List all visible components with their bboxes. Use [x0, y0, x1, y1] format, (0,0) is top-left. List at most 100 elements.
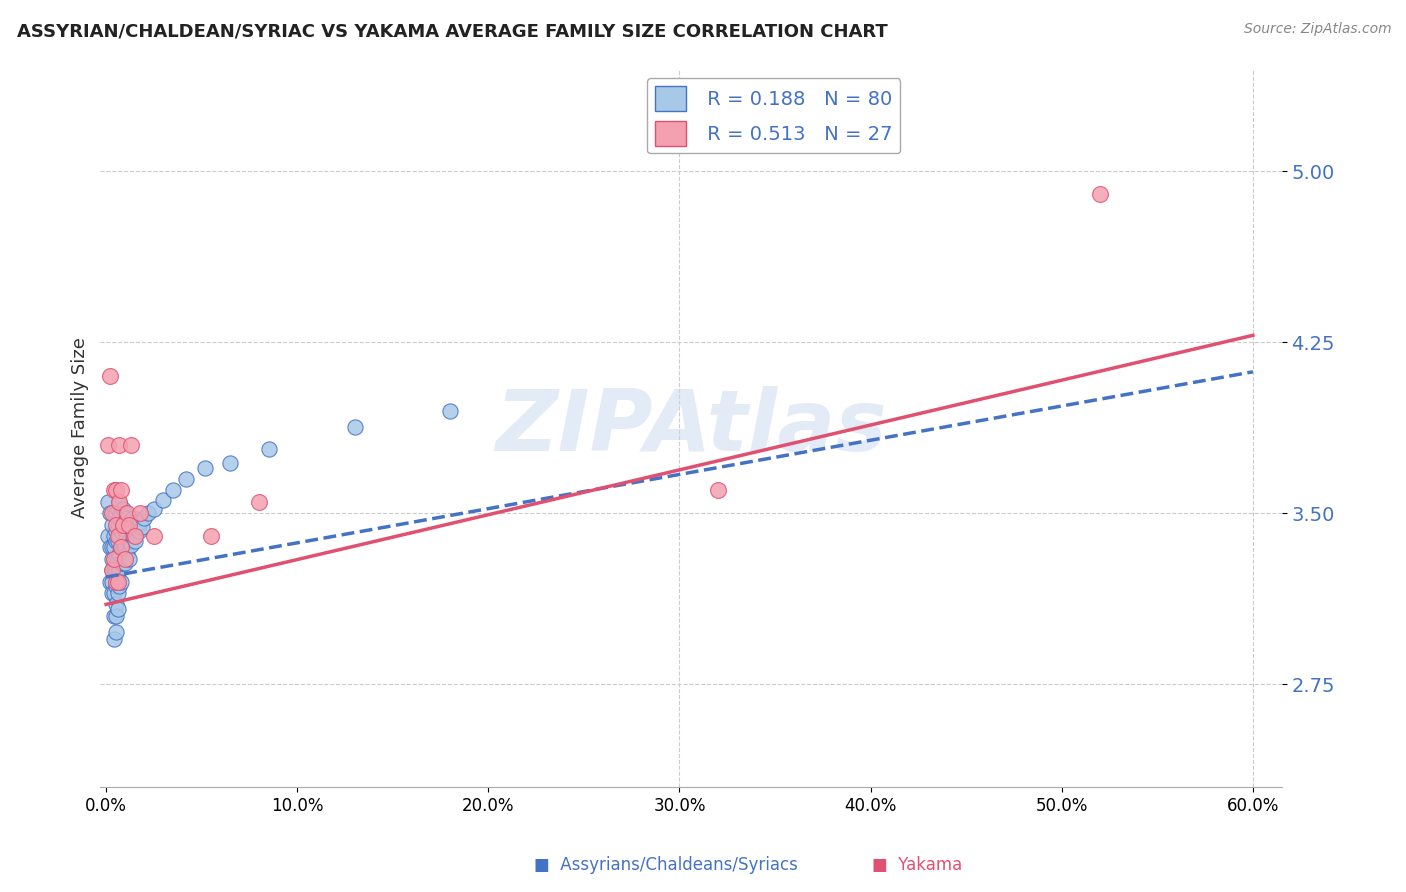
Point	[103, 483, 125, 498]
Point	[101, 563, 124, 577]
Point	[107, 501, 129, 516]
Point	[101, 563, 124, 577]
Point	[142, 529, 165, 543]
Text: ASSYRIAN/CHALDEAN/SYRIAC VS YAKAMA AVERAGE FAMILY SIZE CORRELATION CHART: ASSYRIAN/CHALDEAN/SYRIAC VS YAKAMA AVERA…	[17, 22, 887, 40]
Point	[101, 506, 124, 520]
Point	[110, 524, 132, 539]
Legend:  R = 0.188   N = 80,  R = 0.513   N = 27: R = 0.188 N = 80, R = 0.513 N = 27	[647, 78, 900, 153]
Point	[114, 551, 136, 566]
Point	[110, 483, 132, 498]
Point	[110, 541, 132, 555]
Point	[103, 551, 125, 566]
Point	[124, 529, 146, 543]
Point	[108, 529, 131, 543]
Point	[101, 586, 124, 600]
Point	[118, 551, 141, 566]
Point	[101, 517, 124, 532]
Point	[1088, 186, 1111, 201]
Point	[247, 495, 270, 509]
Point	[112, 501, 135, 516]
Point	[108, 438, 131, 452]
Point	[121, 510, 143, 524]
Point	[128, 524, 150, 539]
Point	[114, 541, 136, 555]
Point	[114, 506, 136, 520]
Point	[107, 570, 129, 584]
Point	[131, 520, 153, 534]
Point	[108, 495, 131, 509]
Point	[118, 517, 141, 532]
Point	[108, 579, 131, 593]
Point	[110, 557, 132, 571]
Point	[219, 456, 242, 470]
Point	[107, 586, 129, 600]
Point	[104, 551, 127, 566]
Point	[110, 541, 132, 555]
Point	[98, 369, 121, 384]
Point	[108, 547, 131, 561]
Point	[118, 516, 141, 530]
Point	[101, 541, 124, 555]
Point	[121, 529, 143, 543]
Point	[104, 524, 127, 539]
Point	[115, 547, 138, 561]
Point	[101, 551, 124, 566]
Point	[110, 574, 132, 589]
Point	[104, 579, 127, 593]
Point	[98, 574, 121, 589]
Point	[98, 541, 121, 555]
Point	[136, 506, 159, 520]
Point	[115, 510, 138, 524]
Point	[112, 538, 135, 552]
Point	[107, 517, 129, 532]
Point	[124, 533, 146, 548]
Point	[103, 541, 125, 555]
Point	[108, 495, 131, 509]
Point	[101, 574, 124, 589]
Point	[103, 586, 125, 600]
Point	[107, 602, 129, 616]
Point	[706, 483, 728, 498]
Text: Source: ZipAtlas.com: Source: ZipAtlas.com	[1244, 22, 1392, 37]
Point	[439, 403, 461, 417]
Point	[129, 516, 152, 530]
Point	[104, 574, 127, 589]
Point	[104, 563, 127, 577]
Point	[107, 529, 129, 543]
Point	[112, 517, 135, 532]
Point	[125, 520, 148, 534]
Point	[120, 538, 142, 552]
Point	[104, 517, 127, 532]
Text: ■  Yakama: ■ Yakama	[872, 856, 962, 874]
Point	[98, 506, 121, 520]
Point	[194, 460, 217, 475]
Point	[108, 510, 131, 524]
Point	[104, 624, 127, 639]
Point	[112, 557, 135, 571]
Point	[107, 533, 129, 548]
Point	[152, 492, 174, 507]
Point	[118, 533, 141, 548]
Point	[176, 472, 198, 486]
Point	[108, 563, 131, 577]
Point	[115, 506, 138, 520]
Point	[103, 529, 125, 543]
Text: ZIPAtlas: ZIPAtlas	[495, 386, 887, 469]
Point	[104, 533, 127, 548]
Point	[343, 419, 366, 434]
Point	[107, 551, 129, 566]
Y-axis label: Average Family Size: Average Family Size	[72, 337, 89, 518]
Point	[104, 483, 127, 498]
Point	[142, 501, 165, 516]
Point	[120, 520, 142, 534]
Text: ■  Assyrians/Chaldeans/Syriacs: ■ Assyrians/Chaldeans/Syriacs	[534, 856, 799, 874]
Point	[97, 529, 120, 543]
Point	[104, 598, 127, 612]
Point	[257, 442, 280, 457]
Point	[104, 506, 127, 520]
Point	[103, 632, 125, 646]
Point	[114, 524, 136, 539]
Point	[112, 520, 135, 534]
Point	[115, 529, 138, 543]
Point	[107, 574, 129, 589]
